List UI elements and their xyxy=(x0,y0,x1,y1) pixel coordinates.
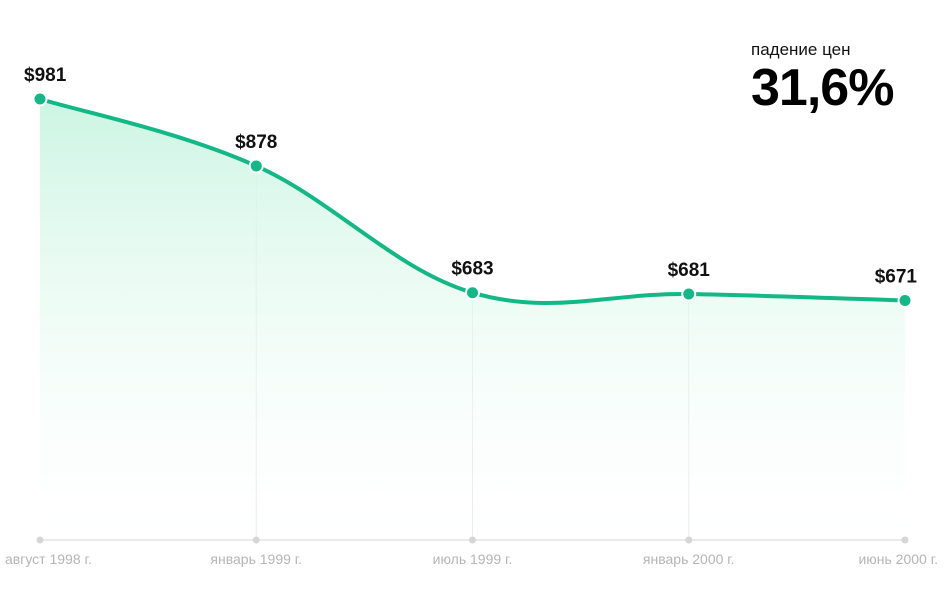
area-fill xyxy=(40,99,905,540)
x-tick-labels: август 1998 г. январь 1999 г. июль 1999 г.… xyxy=(5,551,938,567)
x-tick-mark xyxy=(252,536,260,544)
data-point xyxy=(681,286,697,302)
stat-value: 31,6% xyxy=(751,59,894,117)
data-point xyxy=(248,158,264,174)
data-label: $681 xyxy=(668,260,711,281)
data-points xyxy=(32,91,913,308)
data-point xyxy=(897,293,913,308)
data-labels: $981 $878 $683 $681 $671 xyxy=(24,65,917,288)
x-tick-label: июль 1999 г. xyxy=(433,551,513,567)
stat-label: падение цен xyxy=(751,40,851,59)
x-tick-mark xyxy=(469,536,476,544)
x-tick-label: январь 1999 г. xyxy=(210,551,302,567)
x-tick-mark xyxy=(685,536,693,544)
x-tick-mark xyxy=(36,536,44,544)
x-axis xyxy=(36,536,909,544)
data-label: $683 xyxy=(451,259,493,280)
x-tick-label: январь 2000 г. xyxy=(643,551,735,567)
x-tick-mark xyxy=(901,536,909,544)
data-label: $981 xyxy=(24,65,67,86)
data-label: $878 xyxy=(235,132,277,153)
data-point xyxy=(465,285,480,301)
area-shape xyxy=(40,99,905,540)
price-drop-stat: падение цен 31,6% xyxy=(751,40,894,117)
data-label: $671 xyxy=(875,267,918,288)
data-point xyxy=(32,91,48,107)
x-tick-label: июнь 2000 г. xyxy=(858,551,938,567)
x-tick-label: август 1998 г. xyxy=(5,551,92,567)
